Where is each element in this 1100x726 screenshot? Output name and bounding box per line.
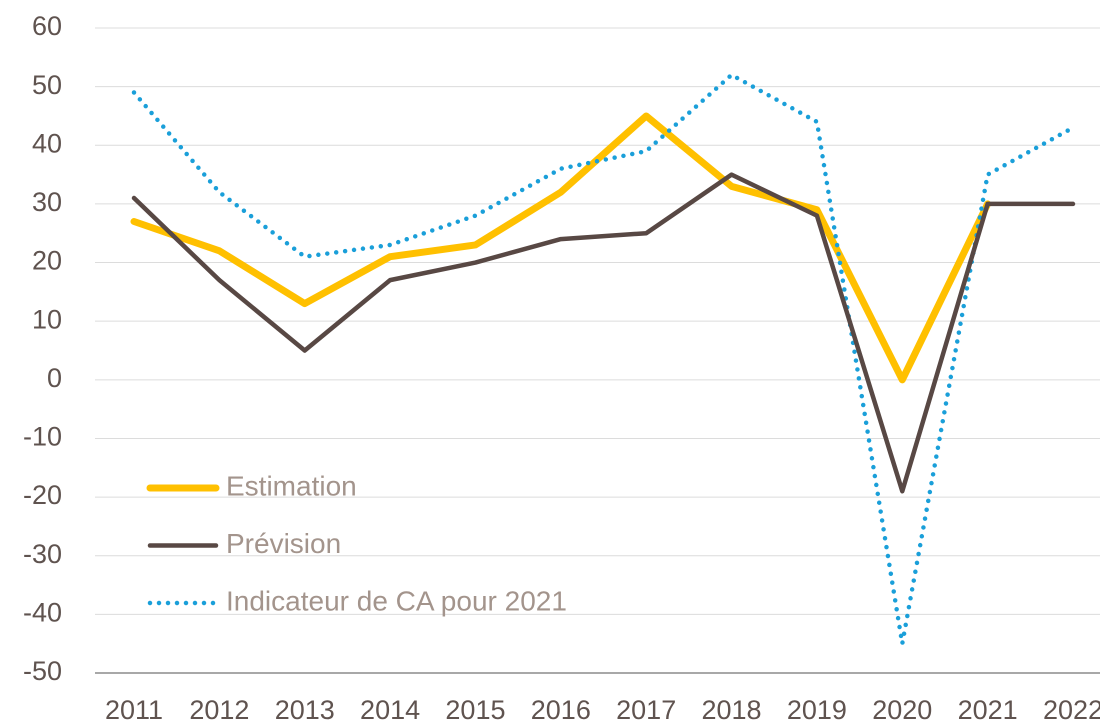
y-tick-label: -40 [23,597,62,627]
y-tick-label: -30 [23,539,62,569]
y-tick-label: 0 [47,363,62,393]
data-line [130,112,992,384]
legend-label: Estimation [226,470,357,501]
x-tick-label: 2022 [1043,695,1100,725]
legend-label: Prévision [226,528,341,559]
x-tick-label: 2015 [445,695,505,725]
y-tick-label: -50 [23,656,62,686]
y-tick-label: 30 [32,187,62,217]
x-tick-label: 2021 [958,695,1018,725]
y-tick-label: 40 [32,128,62,158]
y-tick-label: -20 [23,480,62,510]
x-tick-label: 2020 [872,695,932,725]
y-tick-label: -10 [23,422,62,452]
y-tick-label: 10 [32,304,62,334]
x-tick-label: 2019 [787,695,847,725]
x-tick-label: 2011 [105,695,163,725]
x-tick-label: 2016 [531,695,591,725]
y-tick-label: 60 [32,11,62,41]
legend-label: Indicateur de CA pour 2021 [226,585,567,616]
x-tick-label: 2013 [275,695,335,725]
x-tick-label: 2012 [189,695,249,725]
x-tick-label: 2017 [616,695,676,725]
data-line [131,172,1076,494]
x-tick-label: 2014 [360,695,420,725]
y-tick-label: 20 [32,246,62,276]
y-tick-label: 50 [32,70,62,100]
x-tick-label: 2018 [702,695,762,725]
